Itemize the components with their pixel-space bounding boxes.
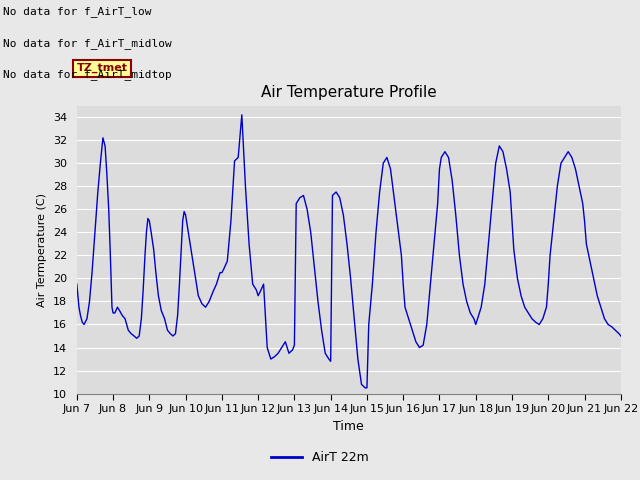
Y-axis label: Air Termperature (C): Air Termperature (C) xyxy=(37,192,47,307)
Text: TZ_tmet: TZ_tmet xyxy=(77,63,128,73)
Legend: AirT 22m: AirT 22m xyxy=(266,446,374,469)
Title: Air Temperature Profile: Air Temperature Profile xyxy=(261,85,436,100)
Text: No data for f_AirT_midtop: No data for f_AirT_midtop xyxy=(3,69,172,80)
Text: No data for f_AirT_midlow: No data for f_AirT_midlow xyxy=(3,37,172,48)
X-axis label: Time: Time xyxy=(333,420,364,432)
Text: No data for f_AirT_low: No data for f_AirT_low xyxy=(3,6,152,17)
